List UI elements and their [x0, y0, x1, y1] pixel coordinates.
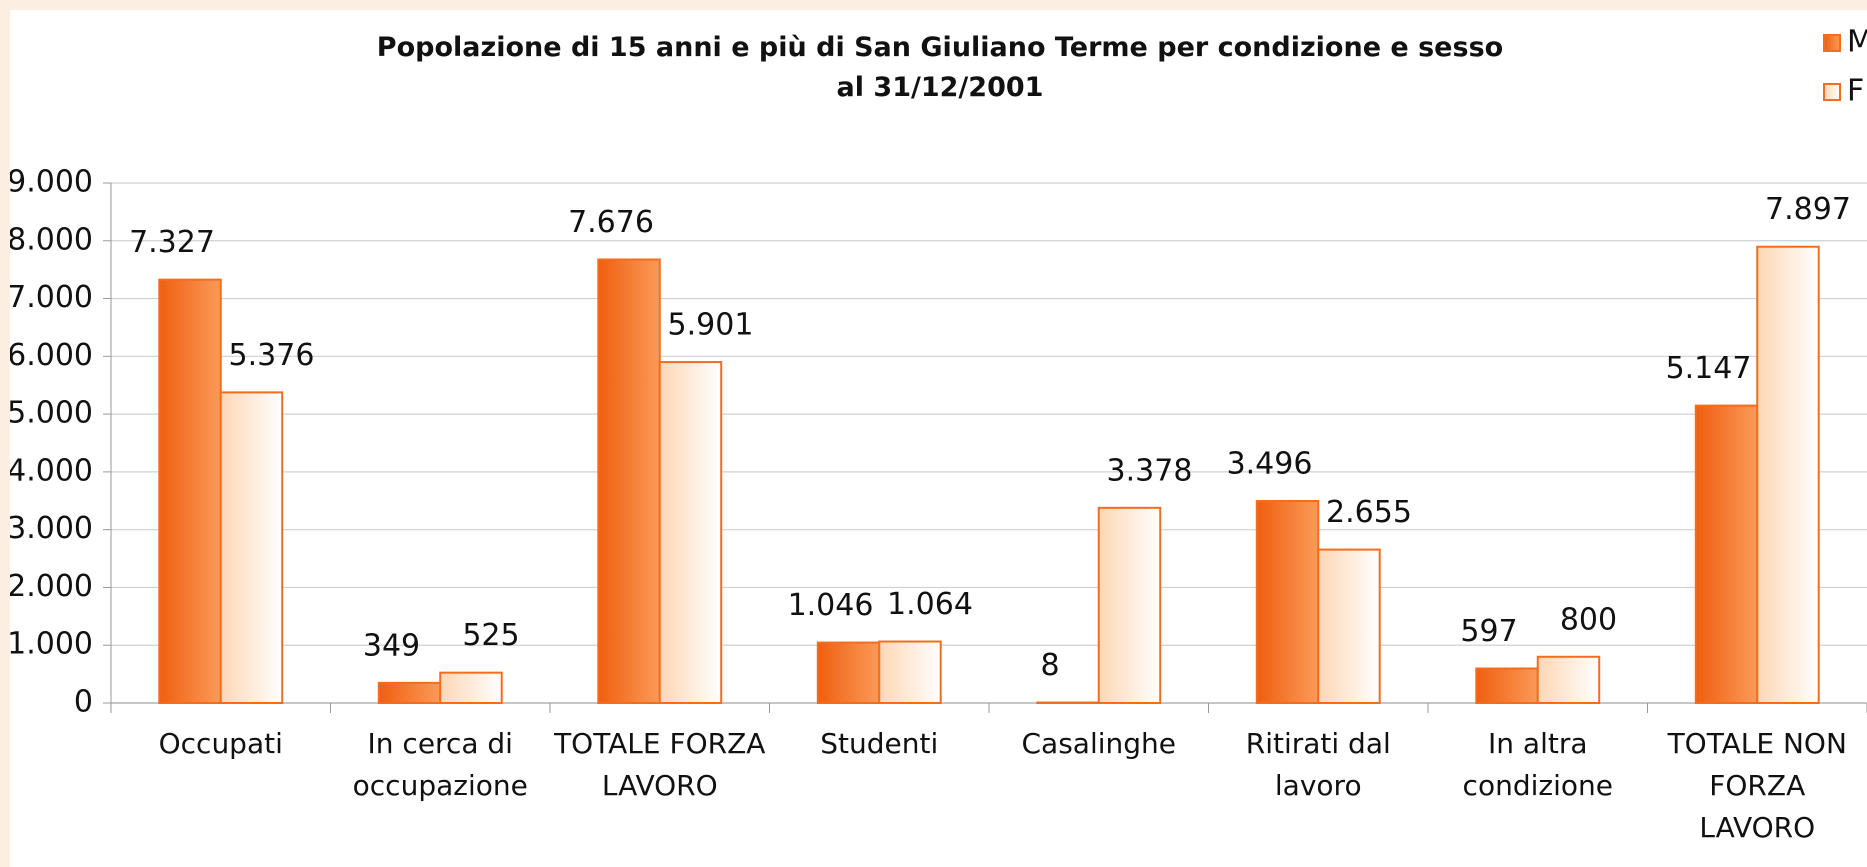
bar — [1475, 667, 1539, 704]
data-label: 5.147 — [1666, 351, 1752, 386]
x-tick-label: Occupati — [158, 727, 283, 760]
data-label: 597 — [1460, 614, 1517, 649]
bar — [816, 641, 881, 705]
bar — [658, 361, 723, 704]
data-label: 7.897 — [1765, 192, 1851, 227]
data-label: 3.378 — [1107, 453, 1193, 488]
chart-title: Popolazione di 15 anni e più di San Giul… — [376, 32, 1504, 103]
x-tick-label: TOTALE FORZA LAVORO — [554, 727, 766, 802]
data-label: 7.327 — [129, 225, 215, 260]
bar — [1536, 655, 1601, 704]
bar — [878, 640, 942, 704]
bar — [1317, 548, 1381, 704]
y-tick-label: 4.000 — [10, 453, 93, 488]
bar — [1097, 506, 1162, 704]
y-tick-label: 8.000 — [10, 222, 93, 257]
x-tick-label: TOTALE NON FORZA LAVORO — [1667, 727, 1847, 844]
data-label: 7.676 — [568, 205, 654, 240]
y-tick-label: 1.000 — [10, 627, 93, 662]
x-tick-label: Casalinghe — [1021, 727, 1176, 760]
bar — [158, 278, 222, 704]
data-label: 1.046 — [788, 588, 874, 623]
data-label: 8 — [1040, 648, 1059, 683]
legend-label: M — [1847, 25, 1867, 60]
bar — [1756, 245, 1820, 704]
data-label: 5.901 — [668, 308, 754, 343]
y-tick-label: 0 — [74, 685, 93, 720]
y-tick-label: 5.000 — [10, 396, 93, 431]
y-tick-label: 7.000 — [10, 280, 93, 315]
chart-area: 0 1.000 2.000 3.000 4.000 5.000 6.000 7.000 8.00… — [10, 10, 1867, 867]
y-tick-label: 9.000 — [10, 165, 93, 200]
data-label: 2.655 — [1326, 495, 1412, 530]
x-tick-label: In cerca di occupazione — [352, 727, 528, 802]
bar — [439, 671, 503, 705]
x-tick-label: In altra condizione — [1462, 727, 1613, 802]
bar — [1255, 500, 1320, 704]
chart: 0 1.000 2.000 3.000 4.000 5.000 6.000 7.000 8.00… — [10, 25, 1867, 720]
data-label: 1.064 — [887, 587, 973, 622]
data-label: 3.496 — [1227, 447, 1313, 482]
x-tick-label: Studenti — [820, 727, 939, 760]
x-tick-label: Ritirati dal lavoro — [1245, 727, 1391, 802]
data-label: 349 — [363, 628, 420, 663]
y-tick-label: 2.000 — [10, 569, 93, 604]
legend-label: F — [1847, 74, 1864, 109]
bar — [1694, 404, 1759, 704]
bar — [597, 258, 661, 704]
data-label: 800 — [1560, 602, 1617, 637]
data-label: 525 — [462, 618, 519, 653]
data-label: 5.376 — [229, 338, 315, 373]
legend-swatch — [1823, 83, 1841, 101]
legend-swatch — [1823, 34, 1841, 52]
y-tick-label: 6.000 — [10, 338, 93, 373]
bar — [219, 391, 284, 704]
y-tick-label: 3.000 — [10, 511, 93, 546]
bar — [377, 681, 442, 705]
